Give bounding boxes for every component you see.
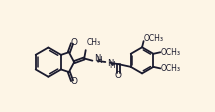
Text: O: O: [71, 38, 78, 47]
Text: OCH₃: OCH₃: [161, 48, 181, 57]
Text: OCH₃: OCH₃: [144, 34, 164, 43]
Text: H: H: [96, 56, 102, 65]
Text: CH₃: CH₃: [86, 38, 100, 47]
Text: N: N: [107, 59, 114, 68]
Text: N: N: [94, 54, 101, 63]
Text: OCH₃: OCH₃: [161, 64, 181, 73]
Text: O: O: [71, 77, 78, 86]
Text: H: H: [109, 61, 115, 70]
Text: O: O: [115, 71, 122, 80]
